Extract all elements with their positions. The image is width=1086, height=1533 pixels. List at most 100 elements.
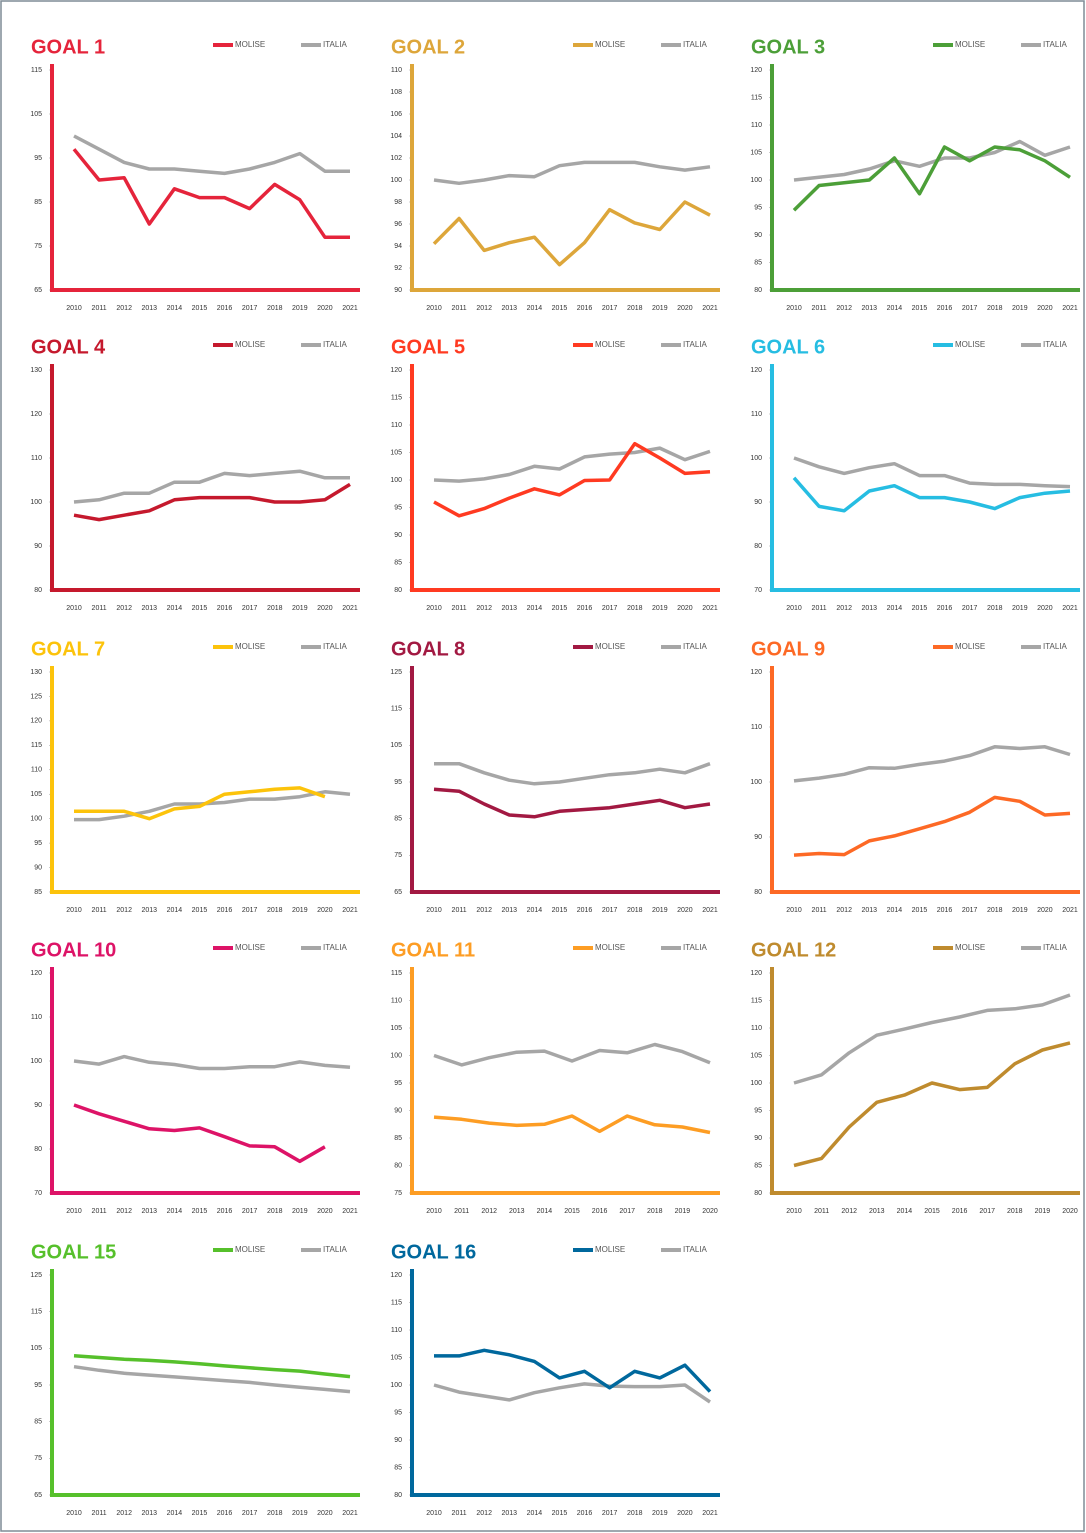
x-tick-label: 2018 bbox=[627, 605, 643, 612]
x-tick-label: 2016 bbox=[217, 305, 233, 312]
x-tick-label: 2010 bbox=[426, 1208, 442, 1215]
y-tick-label: 75 bbox=[34, 243, 42, 250]
x-tick-label: 2013 bbox=[141, 1510, 157, 1517]
y-tick-label: 80 bbox=[394, 1492, 402, 1499]
chart-panel: GOAL 11 MOLISE ITALIA 75 80 85 90 95 100 105 110 11… bbox=[390, 939, 720, 1215]
x-tick-label: 2017 bbox=[619, 1208, 635, 1215]
x-tick-label: 2019 bbox=[292, 1510, 308, 1517]
y-tick-label: 80 bbox=[754, 287, 762, 294]
x-tick-label: 2020 bbox=[677, 907, 693, 914]
x-tick-label: 2021 bbox=[702, 305, 718, 312]
legend-label: MOLISE bbox=[235, 943, 265, 952]
y-tick-label: 95 bbox=[754, 1107, 762, 1114]
chart-panel: GOAL 4 MOLISE ITALIA 80 90 100 110 120 130 2010 20… bbox=[30, 336, 360, 612]
series-line bbox=[433, 1114, 711, 1135]
y-tick-label: 115 bbox=[391, 706, 402, 713]
x-tick-label: 2011 bbox=[812, 907, 827, 914]
y-tick-label: 115 bbox=[31, 67, 42, 74]
x-tick-label: 2012 bbox=[116, 605, 132, 612]
x-tick-label: 2017 bbox=[602, 907, 618, 914]
x-tick-label: 2020 bbox=[317, 605, 333, 612]
chart-title: GOAL 12 bbox=[751, 939, 836, 961]
series-line bbox=[433, 160, 711, 186]
y-tick-label: 120 bbox=[30, 970, 42, 977]
x-tick-label: 2020 bbox=[317, 1208, 333, 1215]
x-tick-label: 2019 bbox=[652, 305, 668, 312]
series-line bbox=[73, 469, 350, 504]
x-tick-label: 2011 bbox=[452, 1510, 467, 1517]
x-tick-label: 2020 bbox=[677, 305, 693, 312]
y-tick-label: 85 bbox=[754, 259, 762, 266]
y-tick-label: 125 bbox=[30, 693, 42, 700]
legend-label: MOLISE bbox=[955, 943, 985, 952]
x-tick-label: 2014 bbox=[167, 605, 183, 612]
x-tick-label: 2012 bbox=[116, 305, 132, 312]
x-tick-label: 2016 bbox=[217, 907, 233, 914]
x-tick-label: 2019 bbox=[292, 1208, 308, 1215]
y-tick-label: 105 bbox=[390, 1354, 402, 1361]
x-tick-label: 2010 bbox=[426, 907, 442, 914]
x-tick-label: 2015 bbox=[192, 907, 208, 914]
x-tick-label: 2011 bbox=[452, 907, 467, 914]
y-tick-label: 90 bbox=[34, 1102, 42, 1109]
legend-label: ITALIA bbox=[1043, 943, 1068, 952]
x-tick-label: 2019 bbox=[652, 1510, 668, 1517]
x-tick-label: 2012 bbox=[836, 305, 852, 312]
y-tick-label: 65 bbox=[394, 889, 402, 896]
x-tick-label: 2015 bbox=[912, 605, 928, 612]
legend-label: ITALIA bbox=[683, 40, 708, 49]
y-tick-label: 110 bbox=[751, 411, 762, 418]
x-tick-label: 2013 bbox=[509, 1208, 525, 1215]
y-tick-label: 80 bbox=[34, 587, 42, 594]
y-tick-label: 80 bbox=[754, 543, 762, 550]
y-tick-label: 115 bbox=[391, 394, 402, 401]
x-tick-label: 2020 bbox=[1062, 1208, 1078, 1215]
x-tick-label: 2011 bbox=[814, 1208, 829, 1215]
x-tick-label: 2021 bbox=[342, 907, 358, 914]
series-line bbox=[73, 1103, 326, 1164]
chart-panel: GOAL 3 MOLISE ITALIA 80 85 90 95 100 105 110 115 12… bbox=[750, 36, 1080, 312]
y-tick-label: 75 bbox=[394, 1190, 402, 1197]
y-tick-label: 95 bbox=[34, 840, 42, 847]
x-tick-label: 2020 bbox=[317, 907, 333, 914]
x-tick-label: 2020 bbox=[317, 305, 333, 312]
y-tick-label: 100 bbox=[750, 177, 762, 184]
legend-label: ITALIA bbox=[323, 340, 348, 349]
x-tick-label: 2015 bbox=[564, 1208, 580, 1215]
x-tick-label: 2010 bbox=[786, 605, 802, 612]
y-tick-label: 85 bbox=[394, 1464, 402, 1471]
x-tick-label: 2017 bbox=[962, 907, 978, 914]
y-tick-label: 104 bbox=[390, 133, 402, 140]
x-tick-label: 2010 bbox=[66, 907, 82, 914]
y-tick-label: 85 bbox=[34, 889, 42, 896]
y-tick-label: 90 bbox=[394, 532, 402, 539]
y-tick-label: 115 bbox=[31, 1309, 42, 1316]
x-tick-label: 2011 bbox=[92, 605, 107, 612]
y-tick-label: 90 bbox=[34, 543, 42, 550]
x-tick-label: 2011 bbox=[454, 1208, 469, 1215]
series-line bbox=[792, 145, 1071, 212]
y-tick-label: 105 bbox=[390, 742, 402, 749]
y-tick-label: 106 bbox=[390, 111, 402, 118]
chart-title: GOAL 8 bbox=[391, 638, 465, 660]
legend-label: MOLISE bbox=[235, 40, 265, 49]
legend-label: ITALIA bbox=[323, 1245, 348, 1254]
series-line bbox=[433, 787, 711, 819]
y-tick-label: 110 bbox=[31, 767, 42, 774]
x-tick-label: 2010 bbox=[426, 605, 442, 612]
x-tick-label: 2012 bbox=[116, 907, 132, 914]
y-tick-label: 100 bbox=[390, 1382, 402, 1389]
y-tick-label: 110 bbox=[391, 1327, 402, 1334]
y-tick-label: 95 bbox=[394, 779, 402, 786]
x-tick-label: 2017 bbox=[242, 907, 258, 914]
x-tick-label: 2010 bbox=[66, 1510, 82, 1517]
y-tick-label: 115 bbox=[751, 997, 762, 1004]
x-tick-label: 2021 bbox=[702, 605, 718, 612]
x-tick-label: 2014 bbox=[527, 305, 543, 312]
x-tick-label: 2018 bbox=[267, 305, 283, 312]
chart-panel: GOAL 16 MOLISE ITALIA 80 85 90 95 100 105 110 115 1… bbox=[390, 1241, 720, 1517]
x-tick-label: 2012 bbox=[841, 1208, 857, 1215]
legend-label: ITALIA bbox=[1043, 340, 1068, 349]
series-line bbox=[73, 482, 351, 522]
